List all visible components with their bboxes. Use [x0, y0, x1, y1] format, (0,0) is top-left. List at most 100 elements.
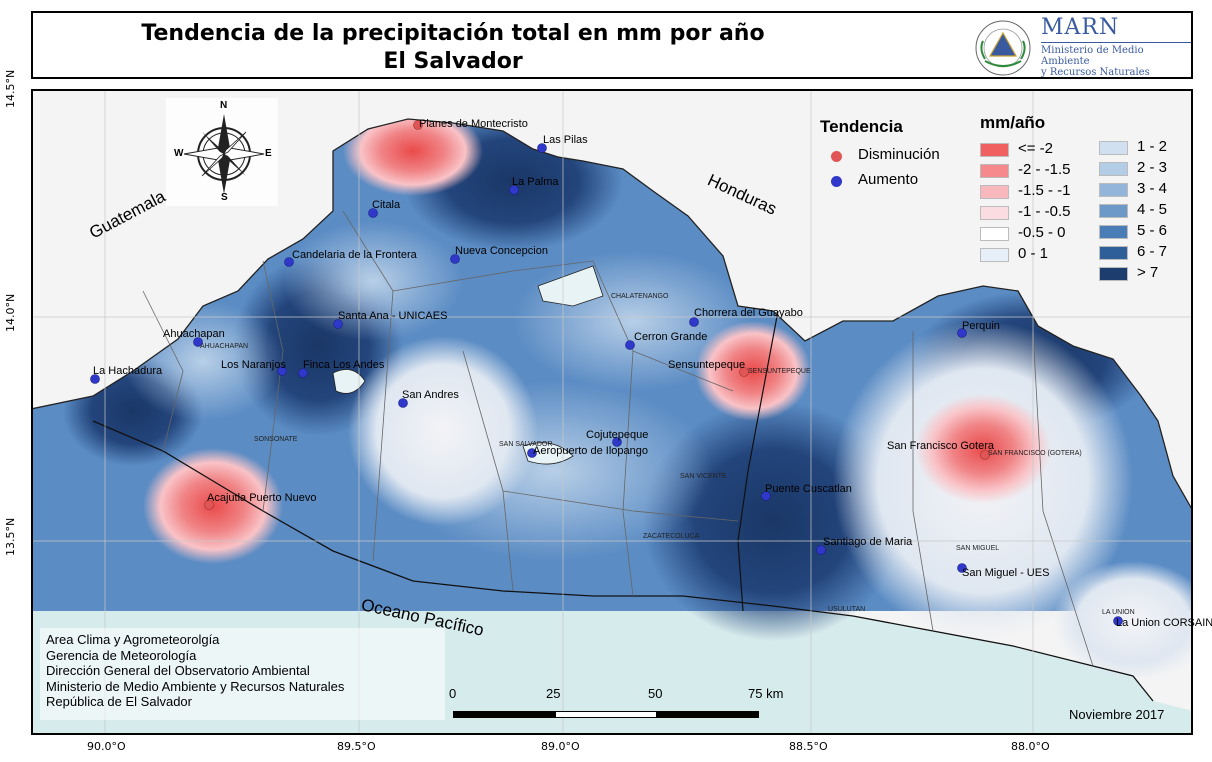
scale-label-25: 25 — [546, 686, 561, 701]
dept-label: USULUTAN — [828, 606, 866, 613]
station-label: Cerron Grande — [634, 331, 708, 343]
legend-class-swatch — [1099, 204, 1128, 218]
legend-class-label: -1 - -0.5 — [1018, 203, 1071, 220]
scale-segment — [453, 711, 555, 718]
dept-label: SAN VICENTE — [680, 473, 727, 480]
map-date: Noviembre 2017 — [1069, 707, 1165, 722]
station-label: Finca Los Andes — [303, 359, 385, 371]
legend-class-label: -2 - -1.5 — [1018, 161, 1071, 178]
station-label: Chorrera del Guayabo — [694, 307, 803, 319]
station-label: Planes de Montecristo — [419, 118, 528, 130]
legend-class-swatch — [980, 227, 1009, 241]
lat-label: 14.0°N — [4, 293, 17, 332]
legend-class-swatch — [1099, 162, 1128, 176]
legend-trend-title: Tendencia — [820, 117, 903, 136]
legend-class-swatch — [980, 143, 1009, 157]
legend-class-swatch — [1099, 246, 1128, 260]
credit-line: Ministerio de Medio Ambiente y Recursos … — [46, 678, 345, 694]
lat-label: 13.5°N — [4, 517, 17, 556]
legend-class-swatch — [1099, 267, 1128, 281]
station-label: Perquin — [962, 320, 1000, 332]
legend-class-label: 6 - 7 — [1137, 243, 1168, 260]
map-subtitle: El Salvador — [383, 49, 523, 74]
lon-label: 88.5°O — [789, 740, 828, 753]
legend-class-label: <= -2 — [1018, 140, 1054, 157]
station-label: Puente Cuscatlan — [765, 483, 852, 495]
legend-class-swatch — [980, 164, 1009, 178]
station-label: San Francisco Gotera — [887, 440, 994, 452]
compass-south: S — [221, 192, 228, 203]
scale-segment — [657, 711, 759, 718]
station-label: San Miguel - UES — [962, 567, 1050, 579]
dept-label: SAN MIGUEL — [956, 545, 1000, 552]
legend-class-swatch — [980, 248, 1009, 262]
map-header: Tendencia de la precipitación total en m… — [31, 11, 1193, 79]
station-label: Santa Ana - UNICAES — [338, 310, 448, 322]
legend-class-swatch — [980, 185, 1009, 199]
dept-label: SENSUNTEPEQUE — [748, 368, 811, 375]
legend-class-label: > 7 — [1137, 264, 1159, 281]
legend-unit-title: mm/año — [980, 113, 1046, 132]
credit-line: Dirección General del Observatorio Ambie… — [46, 663, 310, 678]
legend-class-swatch — [1099, 225, 1128, 239]
scale-label-75: 75 km — [748, 686, 784, 701]
org-line2: y Recursos Naturales — [1041, 67, 1150, 78]
station-label: San Andres — [402, 389, 459, 401]
org-logo: MARN Ministerio de Medio Ambiente y Recu… — [1041, 15, 1191, 78]
legend-class-label: 1 - 2 — [1137, 138, 1168, 155]
legend-increase-label: Aumento — [858, 171, 919, 188]
station-label: Acajutla Puerto Nuevo — [207, 492, 317, 504]
lat-label: 14.5°N — [4, 69, 17, 108]
credit-line: Area Clima y Agrometeorolgía — [46, 632, 220, 647]
station-label: Candelaria de la Frontera — [292, 249, 417, 261]
legend-class-label: -1.5 - -1 — [1018, 182, 1071, 199]
station-label: La Palma — [512, 176, 559, 188]
legend-class-label: 3 - 4 — [1137, 180, 1168, 197]
dept-label: SONSONATE — [254, 436, 298, 443]
station-label: Las Pilas — [543, 134, 588, 146]
station-label: Los Naranjos — [221, 359, 286, 371]
dept-label: SAN FRANCISCO (GOTERA) — [988, 450, 1082, 457]
scale-segment — [555, 711, 657, 718]
dept-label: AHUACHAPAN — [200, 343, 249, 350]
legend-class-swatch — [1099, 183, 1128, 197]
legend-class-label: 4 - 5 — [1137, 201, 1168, 218]
scale-label-0: 0 — [449, 686, 457, 701]
compass-west: W — [174, 148, 184, 159]
lon-label: 89.0°O — [541, 740, 580, 753]
station-label: Citala — [372, 199, 401, 211]
legend-class-swatch — [1099, 141, 1128, 155]
north-arrow-compass: N S E W — [166, 98, 278, 206]
dept-label: ZACATECOLUCA — [643, 533, 700, 540]
station-label: Santiago de Maria — [823, 536, 913, 548]
station-label: Ahuachapan — [163, 328, 225, 340]
lon-label: 88.0°O — [1011, 740, 1050, 753]
station-label: Aeropuerto de Ilopango — [533, 445, 648, 457]
credit-line: República de El Salvador — [46, 694, 192, 709]
legend-class-label: 2 - 3 — [1137, 159, 1168, 176]
station-label: Nueva Concepcion — [455, 245, 548, 257]
compass-east: E — [265, 148, 272, 159]
org-name: MARN — [1041, 15, 1120, 40]
scale-label-50: 50 — [648, 686, 663, 701]
station-label: Sensuntepeque — [668, 359, 746, 371]
dept-label: CHALATENANGO — [611, 293, 669, 300]
legend-class-label: -0.5 - 0 — [1018, 224, 1066, 241]
legend-class-label: 5 - 6 — [1137, 222, 1168, 239]
station-label: La Hachadura — [93, 365, 163, 377]
legend-increase-dot — [831, 176, 842, 187]
legend-decrease-label: Disminución — [858, 146, 940, 163]
credit-line: Gerencia de Meteorología — [46, 647, 197, 663]
station-label: La Union CORSAIN — [1116, 617, 1212, 629]
dept-label: SAN SALVADOR — [499, 441, 553, 448]
lon-label: 89.5°O — [337, 740, 376, 753]
org-line1: Ministerio de Medio Ambiente — [1041, 45, 1144, 67]
credits-box: Area Clima y Agrometeorolgía Gerencia de… — [40, 628, 445, 720]
dept-label: LA UNION — [1102, 609, 1135, 616]
legend-class-label: 0 - 1 — [1018, 245, 1049, 262]
map-title: Tendencia de la precipitación total en m… — [141, 21, 765, 46]
legend-class-swatch — [980, 206, 1009, 220]
coat-of-arms-logo — [973, 19, 1033, 81]
lon-label: 90.0°O — [87, 740, 126, 753]
legend-decrease-dot — [831, 151, 842, 162]
